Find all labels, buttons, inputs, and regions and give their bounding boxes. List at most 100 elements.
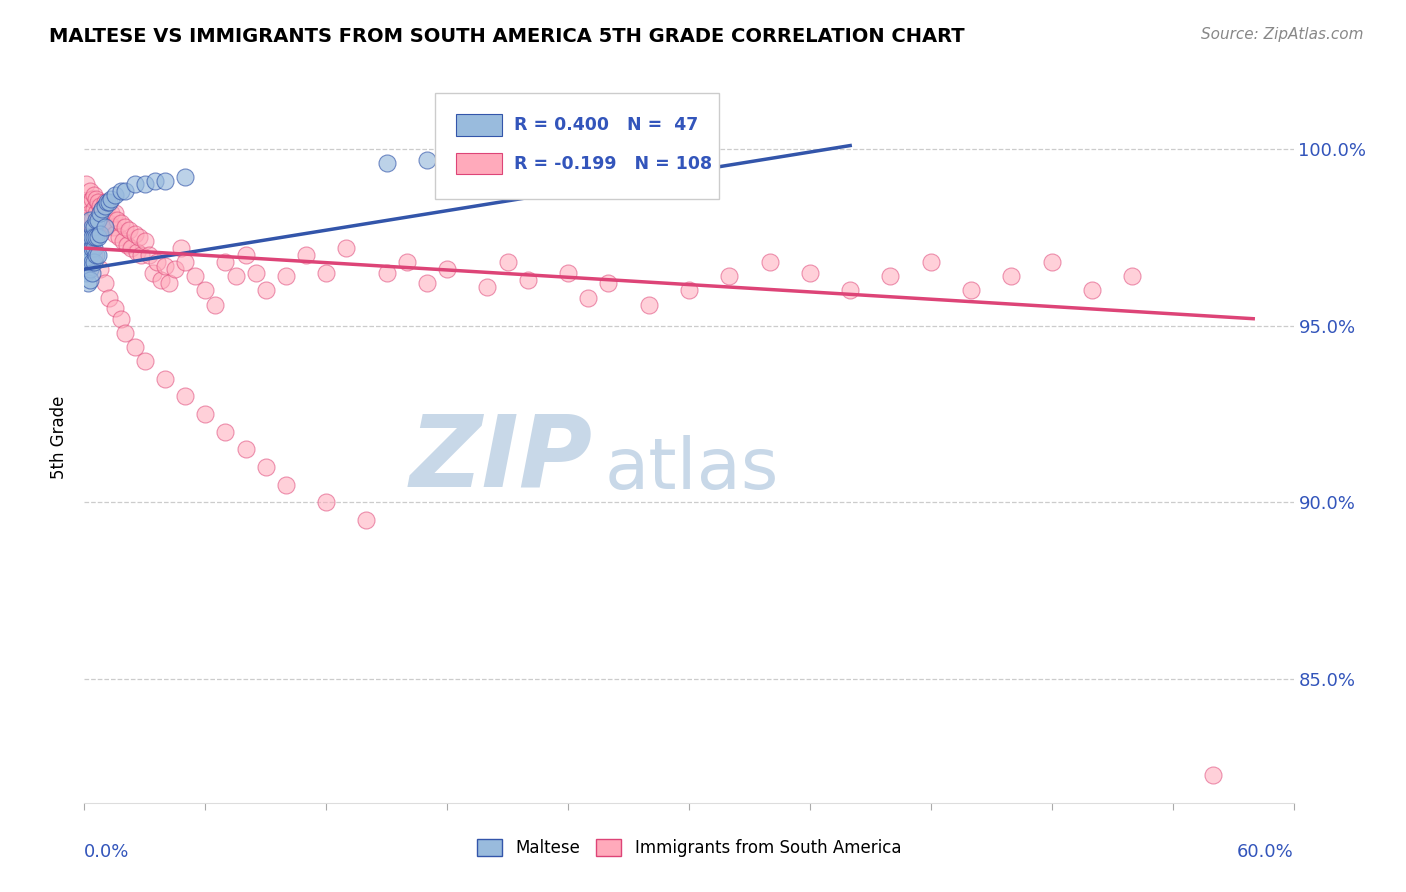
Point [254,460,277,475]
Point [89,205,111,219]
Point [79,212,101,227]
Point [335,241,357,255]
Point [75,241,97,255]
Point [86,205,108,219]
Point [75,195,97,210]
Point [83,188,105,202]
Point [87,212,110,227]
Point [214,425,236,439]
Point [658,138,681,153]
Point [87,212,110,227]
Point [637,297,659,311]
Point [557,266,579,280]
Point [100,192,122,206]
Point [165,262,187,277]
Point [235,442,257,457]
Point [83,248,105,262]
Point [91,202,114,216]
Point [174,170,197,185]
Point [436,149,458,163]
Point [149,273,172,287]
Point [77,230,100,244]
Point [1081,284,1104,298]
Text: MALTESE VS IMMIGRANTS FROM SOUTH AMERICA 5TH GRADE CORRELATION CHART: MALTESE VS IMMIGRANTS FROM SOUTH AMERICA… [49,27,965,45]
Point [125,244,148,259]
Point [315,495,337,509]
Point [87,195,110,210]
Point [274,269,297,284]
Point [118,223,141,237]
Point [83,255,105,269]
Point [89,219,111,234]
Point [1040,255,1063,269]
Point [124,178,146,192]
Point [104,205,127,219]
Point [245,266,267,280]
Point [101,219,124,234]
Bar [456,153,502,175]
Point [83,219,105,234]
Point [879,269,901,284]
Legend: Maltese, Immigrants from South America: Maltese, Immigrants from South America [470,832,908,864]
Bar [456,114,502,136]
Point [86,192,108,206]
Point [124,227,146,241]
Point [416,153,439,167]
Point [1202,767,1225,781]
Point [82,219,104,234]
Point [170,241,193,255]
Point [225,269,247,284]
Point [93,277,115,291]
Point [83,230,105,244]
Point [134,178,156,192]
Point [79,262,101,277]
Point [516,273,538,287]
Point [91,202,114,216]
Point [97,216,120,230]
Point [86,219,108,234]
Point [83,202,105,216]
Point [254,284,277,298]
Point [93,195,115,210]
Point [77,255,100,269]
Point [496,255,519,269]
Point [1121,269,1143,284]
Point [375,266,398,280]
Point [920,255,942,269]
Point [82,230,104,244]
Point [960,284,983,298]
Point [758,255,780,269]
Point [134,354,156,368]
Point [194,284,217,298]
Point [204,297,226,311]
Point [153,372,176,386]
Point [93,212,115,227]
Point [143,174,166,188]
Text: ZIP: ZIP [409,410,592,508]
Point [82,241,104,255]
Point [235,248,257,262]
Point [100,205,122,219]
Point [79,273,101,287]
Point [79,227,101,241]
Point [77,248,100,262]
Point [107,230,129,244]
Point [111,234,134,248]
Point [395,255,418,269]
Point [598,277,620,291]
Point [89,227,111,241]
Point [110,311,132,326]
Point [120,241,142,255]
Point [184,269,207,284]
Point [114,185,136,199]
Point [678,284,700,298]
Point [356,513,378,527]
Text: R = 0.400   N =  47: R = 0.400 N = 47 [513,116,697,134]
Point [77,212,100,227]
Point [115,237,138,252]
Point [86,212,108,227]
Point [174,389,197,403]
Point [79,230,101,244]
Point [83,241,105,255]
Point [79,248,101,262]
